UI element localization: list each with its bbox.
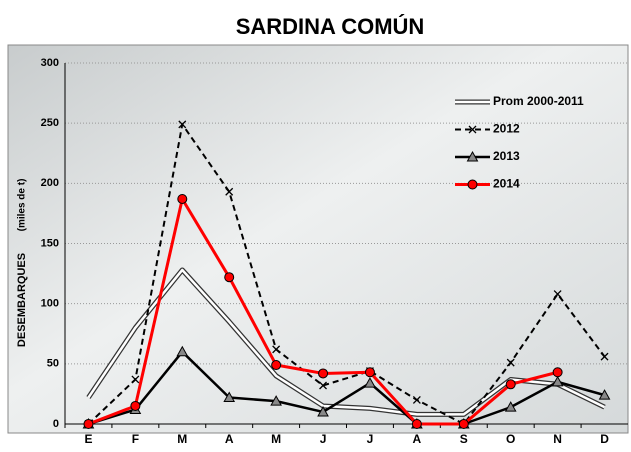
data-point xyxy=(317,405,329,417)
data-point xyxy=(223,391,236,403)
data-point xyxy=(176,345,189,357)
data-point xyxy=(83,419,94,429)
data-point xyxy=(505,379,516,390)
y-axis-unit: (miles de t) xyxy=(17,179,28,232)
legend-label: 2012 xyxy=(493,122,520,136)
data-point xyxy=(272,345,281,354)
x-tick-label: A xyxy=(413,432,422,446)
data-point xyxy=(319,381,328,390)
x-tick-label: D xyxy=(600,432,609,446)
data-point xyxy=(178,120,187,129)
x-tick-label: S xyxy=(460,432,468,446)
legend-label: 2014 xyxy=(493,177,520,191)
data-point xyxy=(271,360,282,371)
plot-background xyxy=(7,44,629,434)
data-point xyxy=(224,272,235,283)
y-tick-label: 0 xyxy=(53,418,59,430)
data-point xyxy=(131,375,140,384)
legend-marker xyxy=(468,125,477,134)
data-point xyxy=(598,389,611,400)
data-point xyxy=(177,193,188,204)
x-tick-label: M xyxy=(271,432,281,446)
data-point xyxy=(130,400,141,411)
y-tick-label: 250 xyxy=(41,117,59,129)
data-point xyxy=(225,187,234,196)
data-point xyxy=(364,367,375,378)
x-tick-label: N xyxy=(553,432,562,446)
data-point xyxy=(412,395,421,404)
y-axis-label: DESEMBARQUES xyxy=(16,253,28,347)
legend-label: 2013 xyxy=(493,149,520,163)
legend-marker xyxy=(467,179,478,190)
y-tick-label: 100 xyxy=(41,298,59,310)
chart-title: SARDINA COMÚN xyxy=(236,14,425,39)
data-point xyxy=(506,358,515,367)
data-point xyxy=(553,290,562,298)
x-tick-label: J xyxy=(320,432,327,446)
x-tick-label: M xyxy=(177,432,187,446)
y-tick-label: 200 xyxy=(41,177,59,189)
data-point xyxy=(600,352,609,361)
data-point xyxy=(411,419,422,429)
x-tick-label: O xyxy=(506,432,515,446)
x-tick-label: E xyxy=(84,432,92,446)
y-tick-label: 300 xyxy=(41,57,59,69)
series-line xyxy=(87,123,606,425)
series-line xyxy=(87,268,606,416)
legend-marker xyxy=(466,150,479,162)
legend-label: Prom 2000-2011 xyxy=(493,94,584,108)
data-point xyxy=(458,419,469,429)
data-point xyxy=(551,375,564,387)
y-tick-label: 150 xyxy=(41,237,59,249)
series-line xyxy=(88,350,605,426)
data-point xyxy=(504,401,517,412)
x-tick-label: F xyxy=(132,432,139,446)
data-point xyxy=(552,367,563,378)
x-tick-label: J xyxy=(367,432,374,446)
data-point xyxy=(270,395,282,406)
y-tick-label: 50 xyxy=(47,358,59,370)
x-tick-label: A xyxy=(225,432,234,446)
data-point xyxy=(364,377,376,388)
data-point xyxy=(318,368,329,379)
